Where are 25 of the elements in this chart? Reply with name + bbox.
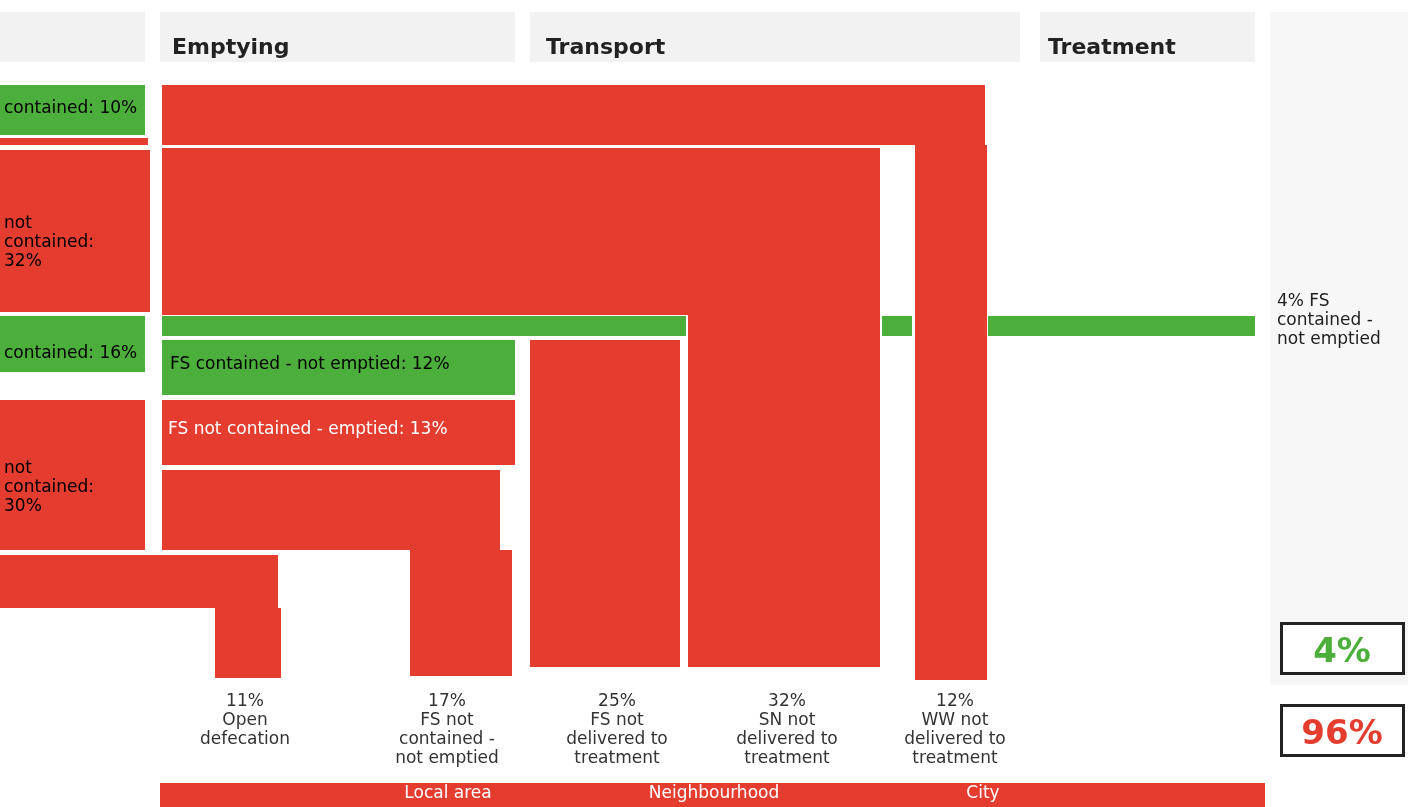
- text: City: [966, 782, 1000, 802]
- text: Emptying: [172, 34, 290, 59]
- category-label: Open defecation: [199, 709, 291, 748]
- category-label: SN not delivered to treatment: [736, 709, 838, 767]
- data-label: 11%: [226, 690, 264, 710]
- text: FS contained - not emptied: 12%: [170, 353, 450, 373]
- data-label: 32%: [768, 690, 806, 710]
- category-label: FS not delivered to treatment: [566, 709, 668, 767]
- text: 4% FS contained - not emptied: [1277, 290, 1381, 348]
- text: not contained: 30%: [4, 457, 95, 515]
- text: contained: 10%: [4, 97, 138, 117]
- text: 96%: [1301, 712, 1383, 752]
- text: Neighbourhood: [648, 782, 780, 802]
- data-label: 12%: [936, 690, 974, 710]
- text: not contained: 32%: [4, 212, 95, 270]
- text: contained: 16%: [4, 342, 138, 362]
- text: Local area: [404, 782, 492, 802]
- category-label: FS not contained - not emptied: [395, 709, 499, 767]
- text: 4%: [1313, 630, 1371, 670]
- text: Transport: [546, 34, 666, 59]
- data-label: 17%: [428, 690, 466, 710]
- text: Treatment: [1048, 34, 1177, 59]
- data-label: 25%: [598, 690, 636, 710]
- text: FS not contained - emptied: 13%: [168, 418, 448, 438]
- category-label: WW not delivered to treatment: [904, 709, 1006, 767]
